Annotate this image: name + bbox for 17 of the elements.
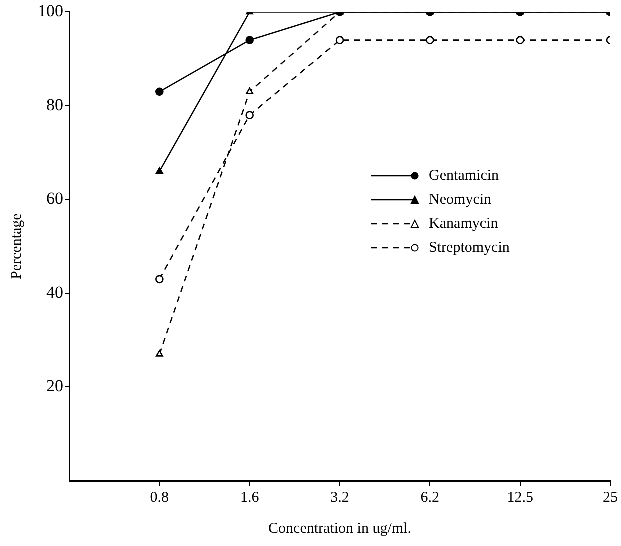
x-axis-title: Concentration in ug/ml.	[268, 520, 412, 537]
y-tick-label: 100	[38, 2, 64, 21]
legend-label: Streptomycin	[429, 238, 510, 258]
x-tick-label: 3.2	[330, 490, 350, 506]
legend-label: Kanamycin	[429, 214, 498, 234]
y-tick-label: 80	[46, 95, 64, 114]
x-tick-label: 6.2	[420, 490, 440, 506]
x-tick-label: 0.8	[150, 490, 170, 506]
legend-label: Neomycin	[429, 190, 492, 210]
y-axis-title: Percentage	[8, 213, 25, 280]
x-tick-label: 1.6	[240, 490, 260, 506]
legend-label: Gentamicin	[429, 166, 500, 186]
y-tick-label: 40	[46, 282, 64, 302]
x-tick-label: 25	[603, 490, 618, 506]
x-tick-label: 12.5	[507, 490, 534, 506]
y-tick-label: 20	[46, 376, 64, 396]
y-tick-label: 60	[46, 189, 64, 208]
